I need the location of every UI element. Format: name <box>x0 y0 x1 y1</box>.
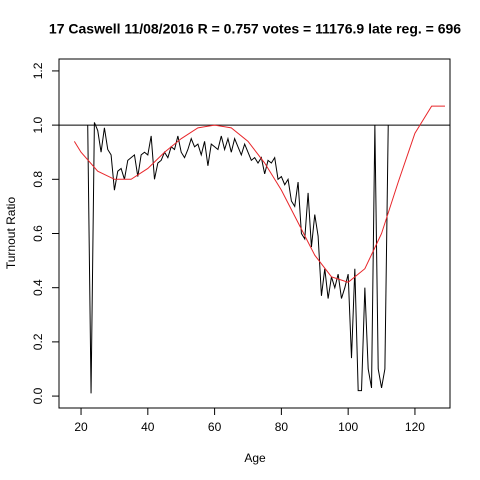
y-tick-label: 0.8 <box>31 171 45 188</box>
x-tick-label: 20 <box>74 420 88 434</box>
y-tick-label: 1.2 <box>31 62 45 79</box>
series-line <box>87 122 389 394</box>
chart-title: 17 Caswell 11/08/2016 R = 0.757 votes = … <box>49 21 461 37</box>
y-tick-label: 0.0 <box>31 387 45 404</box>
x-tick-label: 40 <box>141 420 155 434</box>
x-tick-label: 100 <box>338 420 358 434</box>
y-tick-label: 1.0 <box>31 116 45 133</box>
y-tick-label: 0.4 <box>31 279 45 296</box>
series-line <box>73 105 445 283</box>
x-tick-label: 120 <box>405 420 425 434</box>
y-tick-label: 0.2 <box>31 333 45 350</box>
y-axis-label: Turnout Ratio <box>4 197 18 270</box>
x-tick-label: 80 <box>275 420 289 434</box>
x-axis-label: Age <box>244 451 266 465</box>
plot-frame <box>58 58 451 409</box>
x-tick-label: 60 <box>208 420 222 434</box>
y-tick-label: 0.6 <box>31 225 45 242</box>
